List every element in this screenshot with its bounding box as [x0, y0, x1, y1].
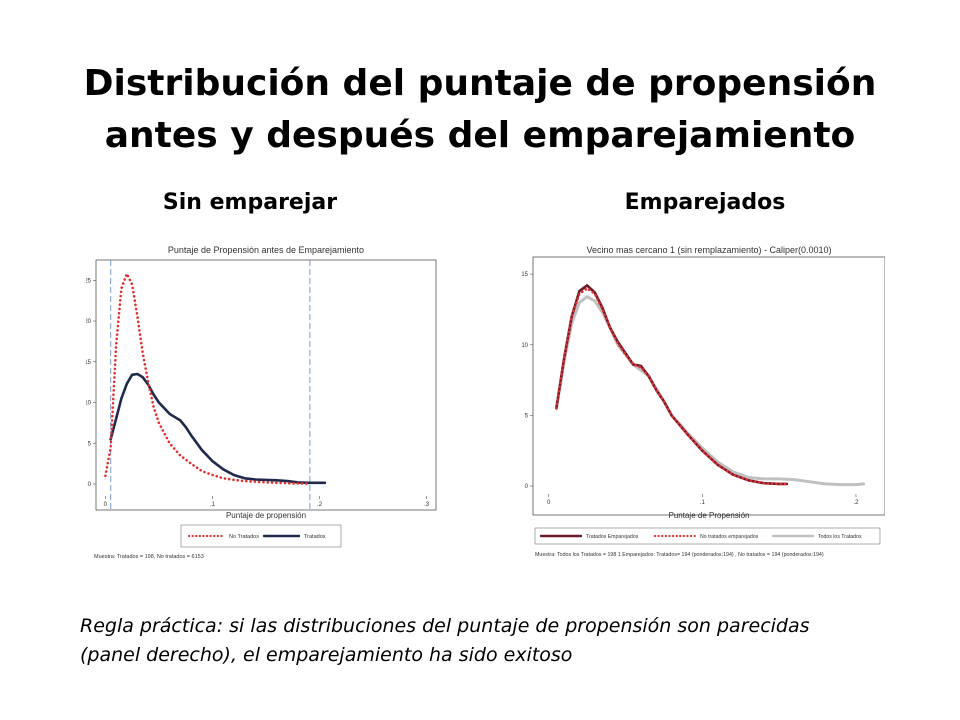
x-tick-label: .2 — [853, 500, 859, 506]
legend-box — [534, 527, 881, 545]
y-axis: 0 5 10 15 — [521, 272, 533, 490]
chart-footnote: Muestra: Tratados = 198, No tratados = 6… — [94, 554, 204, 560]
y-tick-label: 25 — [86, 278, 92, 284]
y-tick-label: 0 — [88, 482, 92, 488]
reference-lines — [110, 260, 311, 510]
series-line-no-tratados — [104, 272, 311, 485]
x-axis-label: Puntaje de Propensión — [669, 511, 750, 520]
y-tick-label: 0 — [525, 484, 529, 490]
slide-title-line1: Distribución del puntaje de propensión — [83, 63, 877, 104]
y-tick-label: 15 — [86, 360, 92, 366]
y-tick-label: 15 — [521, 272, 528, 278]
y-tick-label: 5 — [525, 413, 529, 419]
note-line2: (panel derecho), el emparejamiento ha si… — [80, 644, 573, 666]
chart-footnote: Muestra: Todos los Tratados = 198 1 Empa… — [535, 552, 824, 558]
x-tick-label: .1 — [700, 500, 706, 506]
plot-frame — [532, 256, 885, 516]
series-group — [554, 284, 866, 487]
x-axis: 0 .1 .2 — [547, 494, 859, 506]
plot-frame — [95, 259, 437, 511]
y-tick-label: 10 — [86, 401, 92, 407]
legend-label: No tratados emparejados — [700, 534, 759, 540]
y-tick-label: 5 — [88, 441, 92, 447]
slide-title-line2: antes y después del emparejamiento — [104, 115, 856, 156]
y-tick-label: 10 — [521, 343, 528, 349]
legend-box — [180, 524, 342, 548]
legend-label: Todos los Tratados — [818, 534, 862, 540]
x-tick-label: .1 — [210, 502, 216, 508]
x-axis-label: Puntaje de propensión — [226, 511, 306, 520]
x-tick-label: 0 — [547, 500, 551, 506]
y-axis: 0 5 10 15 20 25 — [86, 278, 96, 488]
chart-background — [505, 240, 885, 570]
x-tick-label: .2 — [317, 502, 323, 508]
x-tick-label: 0 — [104, 502, 108, 508]
slide-title: Distribución del puntaje de propensión a… — [0, 58, 960, 162]
chart-title: Puntaje de Propensión antes de Emparejam… — [168, 245, 364, 255]
series-line-tratados — [109, 372, 327, 485]
panel-label-left: Sin emparejar — [162, 190, 338, 215]
series-group — [104, 272, 327, 485]
x-axis: 0 .1 .2 .3 — [104, 496, 430, 508]
rule-of-thumb-note: Regla práctica: si las distribuciones de… — [80, 612, 920, 670]
x-tick-label: .3 — [424, 502, 430, 508]
chart-background — [86, 240, 446, 570]
note-line1: Regla práctica: si las distribuciones de… — [80, 615, 810, 637]
y-tick-label: 20 — [86, 319, 92, 325]
chart-title: Vecino mas cercano 1 (sin remplazamiento… — [586, 245, 831, 255]
chart-matched: Vecino mas cercano 1 (sin remplazamiento… — [505, 240, 885, 570]
legend: Tratados Emparejados No tratados empareja… — [539, 534, 862, 540]
legend-label: No Tratados — [229, 534, 259, 540]
series-line-no-tratados-emparejados — [555, 287, 789, 486]
legend: No Tratados Tratados — [187, 534, 326, 540]
legend-label: Tratados Emparejados — [586, 534, 639, 540]
chart-unmatched: Puntaje de Propensión antes de Emparejam… — [86, 240, 446, 570]
panel-label-right: Emparejados — [624, 190, 786, 215]
legend-label: Tratados — [304, 534, 326, 540]
